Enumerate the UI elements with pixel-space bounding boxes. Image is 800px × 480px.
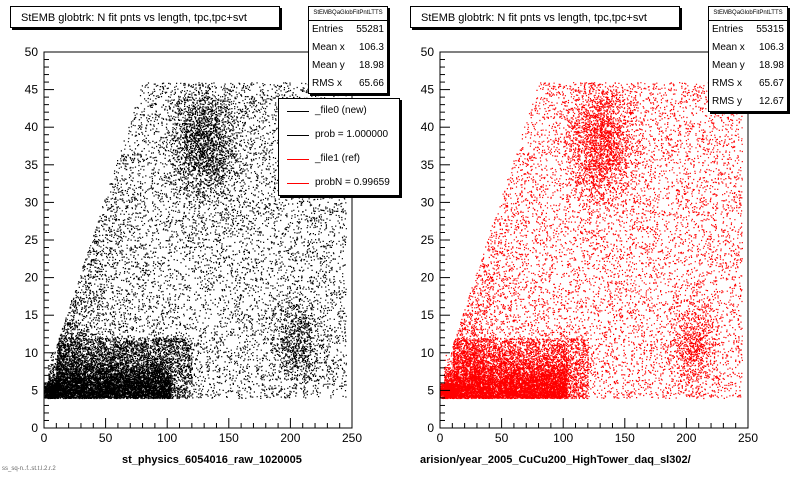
- right-scatter-markers: [440, 82, 743, 400]
- right-y-tick-label: 20: [421, 271, 435, 285]
- right-x-tick-label: 0: [437, 431, 444, 445]
- right-scatter-plot: 0 50 100 150 200 250 0 5 10 15 20 25 30 35 40 45 50: [421, 45, 759, 445]
- left-x-axis-title: st_physics_6054016_raw_1020005: [122, 454, 302, 466]
- right-scatter-points: [440, 82, 743, 400]
- left-y-tick-label: 20: [25, 271, 39, 285]
- left-plot-title: StEMB globtrk: N fit pnts vs length, tpc…: [10, 6, 280, 28]
- legend-entry-prob: prob = 1.000000: [279, 123, 399, 147]
- left-x-tick-label: 0: [41, 431, 48, 445]
- left-y-tick-label: 35: [25, 158, 39, 172]
- right-stats-row-mean-y: Mean y 18.98: [712, 60, 784, 71]
- left-y-tick-label: 30: [25, 195, 39, 209]
- left-stats-header: StEMBQaGlobFitPntLTTS: [309, 7, 387, 21]
- left-y-tick-label: 0: [31, 421, 38, 435]
- right-x-tick-label: 250: [738, 431, 758, 445]
- left-stats-row-mean-x: Mean x 106.3: [312, 42, 384, 53]
- right-x-tick-label: 100: [553, 431, 573, 445]
- left-x-tick-label: 50: [99, 431, 113, 445]
- right-stats-header: StEMBQaGlobFitPntLTTS: [709, 7, 787, 21]
- right-stats-row-entries: Entries 55315: [712, 24, 784, 35]
- right-y-tick-label: 10: [421, 346, 435, 360]
- right-y-tick-label: 15: [421, 308, 435, 322]
- right-x-tick-label: 200: [676, 431, 696, 445]
- left-stats-row-mean-y: Mean y 18.98: [312, 60, 384, 71]
- legend: _file0 (new) prob = 1.000000 _file1 (ref…: [278, 98, 400, 196]
- left-stats-row-rms-x: RMS x 65.66: [312, 78, 384, 89]
- right-stats-row-mean-x: Mean x 106.3: [712, 42, 784, 53]
- left-pad: 0 50 100 150 200 250 0 5 10 15 20 25 30 35 40 45 50 StEM…: [10, 6, 400, 466]
- left-y-tick-label: 5: [31, 383, 38, 397]
- left-scatter-plot: 0 50 100 150 200 250 0 5 10 15 20 25 30 35 40 45 50: [25, 45, 363, 445]
- left-stats-box: StEMBQaGlobFitPntLTTS Entries 55281 Mean …: [308, 6, 388, 94]
- legend-entry-probn: probN = 0.99659: [279, 171, 399, 195]
- left-x-tick-label: 200: [280, 431, 300, 445]
- right-y-tick-label: 30: [421, 195, 435, 209]
- legend-entry-file1: _file1 (ref): [279, 147, 399, 171]
- left-stats-row-entries: Entries 55281: [312, 24, 384, 35]
- left-y-tick-label: 45: [25, 83, 39, 97]
- right-stats-box: StEMBQaGlobFitPntLTTS Entries 55315 Mean …: [708, 6, 788, 112]
- left-y-tick-label: 50: [25, 45, 39, 59]
- legend-entry-file0: _file0 (new): [279, 99, 399, 123]
- right-stats-row-rms-x: RMS x 65.67: [712, 78, 784, 89]
- right-x-tick-label: 50: [495, 431, 509, 445]
- right-y-tick-label: 50: [421, 45, 435, 59]
- right-y-tick-label: 40: [421, 120, 435, 134]
- right-pad: 0 50 100 150 200 250 0 5 10 15 20 25 30 35 40 45 50 StEM…: [400, 0, 800, 480]
- left-y-tick-label: 15: [25, 308, 39, 322]
- right-y-tick-label: 35: [421, 158, 435, 172]
- right-y-tick-label: 0: [427, 421, 434, 435]
- left-y-tick-label: 25: [25, 233, 39, 247]
- right-stats-row-rms-y: RMS y 12.67: [712, 96, 784, 107]
- right-y-tick-label: 25: [421, 233, 435, 247]
- right-x-axis-title: arision/year_2005_CuCu200_HighTower_daq_…: [420, 454, 691, 466]
- right-y-tick-label: 45: [421, 83, 435, 97]
- left-y-tick-label: 10: [25, 346, 39, 360]
- corner-note: ss_sq-n..f..st.t.l.2.r.2: [2, 466, 56, 472]
- left-x-tick-label: 150: [219, 431, 239, 445]
- left-x-tick-label: 250: [342, 431, 362, 445]
- left-scatter-markers: [44, 82, 347, 400]
- left-y-tick-label: 40: [25, 120, 39, 134]
- left-scatter-points: [44, 82, 347, 400]
- right-x-tick-label: 150: [615, 431, 635, 445]
- right-y-tick-label: 5: [427, 383, 434, 397]
- right-plot-title: StEMB globtrk: N fit pnts vs length, tpc…: [410, 6, 680, 28]
- left-x-tick-label: 100: [157, 431, 177, 445]
